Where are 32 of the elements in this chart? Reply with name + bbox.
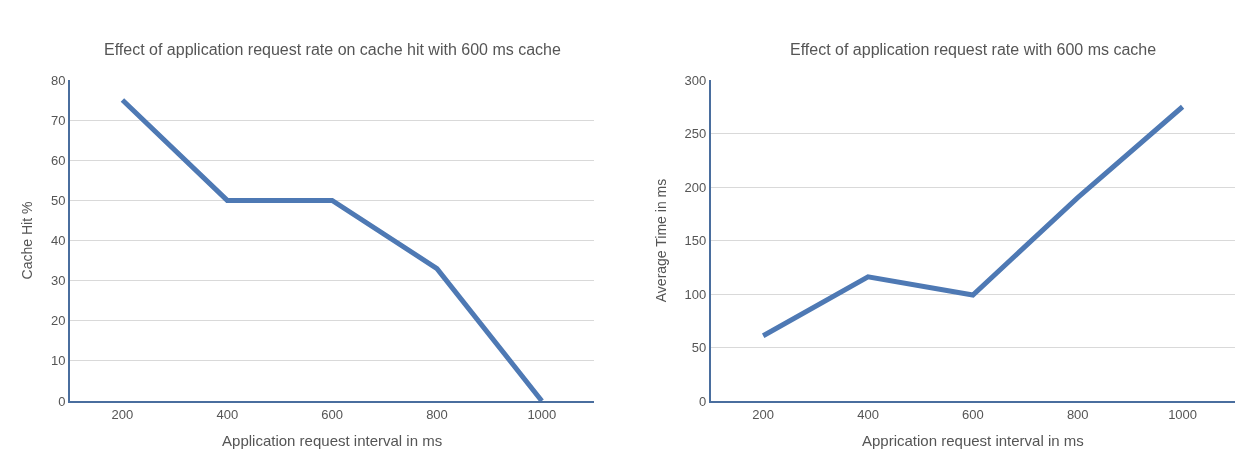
x-tick-label: 1000 [527,406,557,422]
y-tick-label: 40 [50,233,66,249]
y-axis-title: Average Time in ms [652,178,669,303]
y-tick-label: 250 [684,126,707,142]
y-tick-label: 10 [50,353,66,369]
y-tick-label: 0 [698,393,707,409]
y-tick-label: 70 [50,112,66,128]
x-axis-title: Apprication request interval in ms [861,432,1084,450]
y-tick-label: 300 [684,72,707,88]
y-tick-label: 60 [50,152,66,168]
chart-title: Effect of application request rate with 600 ms cache [790,41,1157,58]
y-tick-label: 200 [684,179,707,195]
x-tick-label: 600 [321,406,343,422]
x-tick-label: 1000 [1168,406,1198,422]
y-tick-label: 30 [50,273,66,289]
y-axis-title: Cache Hit % [19,201,36,280]
x-tick-label: 800 [426,406,448,422]
x-axis-title: Application request interval in ms [222,432,443,450]
x-tick-label: 200 [111,406,134,422]
chart-title: Effect of application request rate on cache hit with 600 ms cache [104,41,561,58]
x-tick-label: 400 [216,406,239,422]
y-tick-label: 80 [50,72,66,88]
y-tick-label: 50 [691,340,707,356]
y-tick-label: 20 [50,313,66,329]
x-tick-label: 200 [752,406,775,422]
x-tick-label: 800 [1066,406,1089,422]
y-tick-label: 150 [684,233,707,249]
x-tick-label: 600 [962,406,984,422]
y-tick-label: 100 [684,286,707,302]
y-tick-label: 50 [50,192,66,208]
x-tick-label: 400 [857,406,879,422]
y-tick-label: 0 [58,393,66,409]
